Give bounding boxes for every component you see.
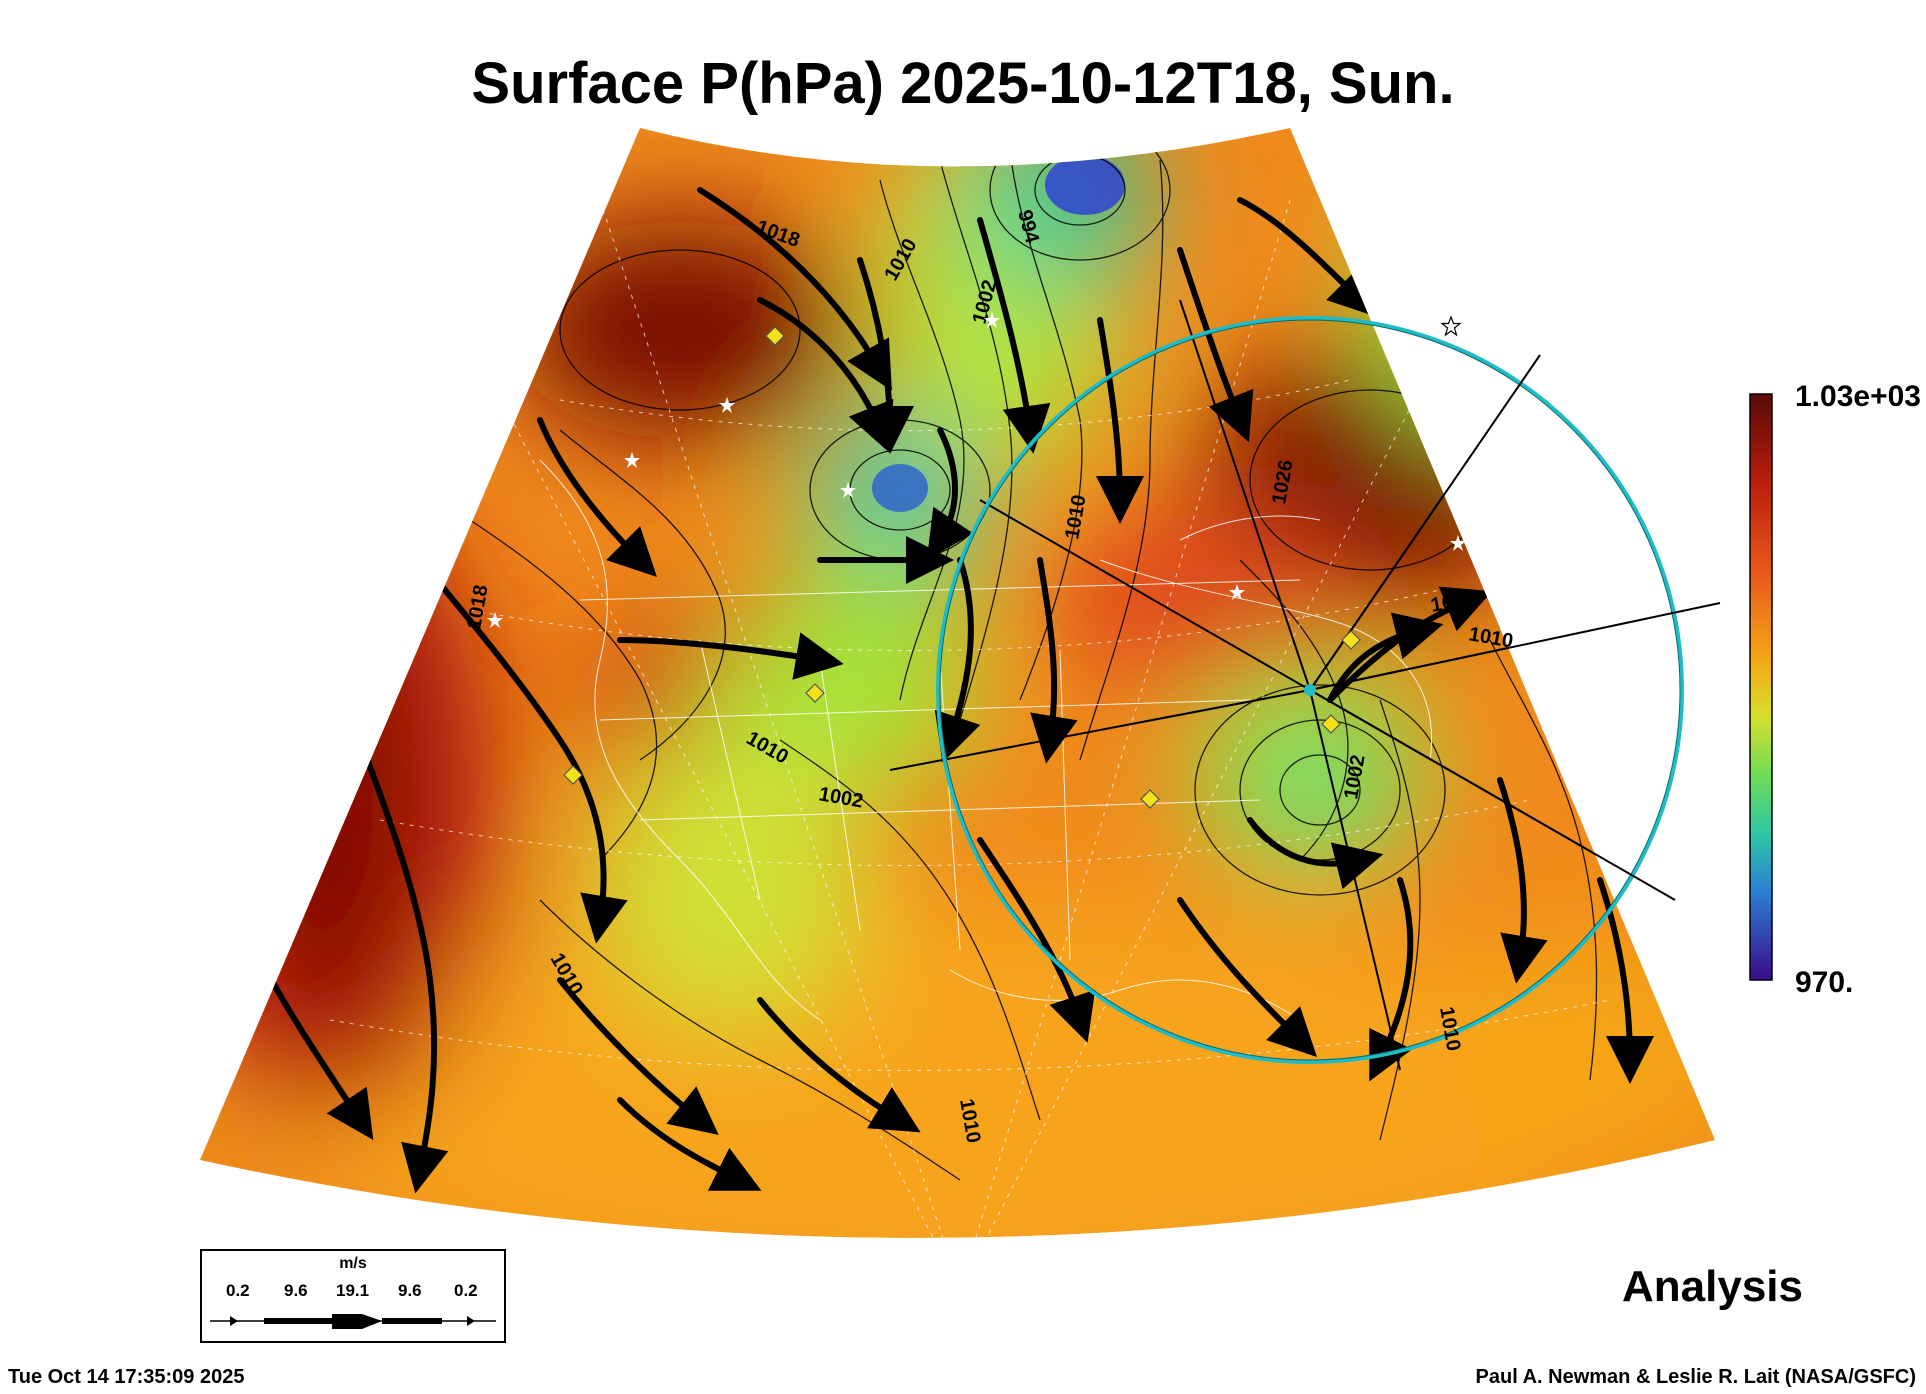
wind-legend-value: 9.6 bbox=[284, 1281, 308, 1300]
diamond-marker-icon bbox=[765, 326, 785, 346]
colorbar-max-label: 1.03e+03 bbox=[1795, 380, 1921, 413]
star-marker-icon bbox=[1450, 535, 1466, 551]
wind-legend-value: 19.1 bbox=[336, 1281, 370, 1300]
colorbar-min-label: 970. bbox=[1795, 966, 1854, 999]
wind-legend: m/s 0.2 9.6 19.1 9.6 0.2 bbox=[200, 1249, 506, 1343]
diamond-marker-icon bbox=[1140, 789, 1160, 809]
panel-label: Analysis bbox=[1622, 1262, 1803, 1311]
coastlines bbox=[539, 459, 1432, 1021]
map-title: Surface P(hPa) 2025-10-12T18, Sun. bbox=[471, 51, 1455, 116]
star-outline-icon bbox=[1440, 315, 1462, 337]
wind-legend-unit: m/s bbox=[339, 1255, 367, 1272]
colorbar bbox=[1749, 393, 1773, 981]
diamond-marker-icon bbox=[1341, 630, 1361, 650]
diamond-marker-icon bbox=[563, 765, 583, 785]
wind-arrow-icon bbox=[210, 1314, 496, 1329]
star-markers bbox=[487, 312, 1466, 628]
wind-legend-value: 0.2 bbox=[454, 1281, 478, 1300]
star-marker-icon bbox=[840, 482, 856, 498]
diamond-marker-icon bbox=[1321, 714, 1341, 734]
star-marker-icon bbox=[487, 612, 503, 628]
footer-credit: Paul A. Newman & Leslie R. Lait (NASA/GS… bbox=[1475, 1366, 1916, 1388]
wind-streamlines bbox=[247, 187, 1654, 1194]
wind-legend-value: 9.6 bbox=[398, 1281, 422, 1300]
star-marker-icon bbox=[1229, 584, 1245, 600]
star-marker-icon bbox=[984, 312, 1000, 328]
star-marker-icon bbox=[624, 452, 640, 468]
center-marker-icon bbox=[1304, 684, 1316, 696]
diamond-marker-icon bbox=[805, 683, 825, 703]
star-marker-icon bbox=[719, 397, 735, 413]
range-circle bbox=[936, 316, 1684, 1064]
footer-timestamp: Tue Oct 14 17:35:09 2025 bbox=[8, 1366, 245, 1388]
diamond-markers bbox=[563, 326, 1361, 809]
wind-legend-value: 0.2 bbox=[226, 1281, 250, 1300]
